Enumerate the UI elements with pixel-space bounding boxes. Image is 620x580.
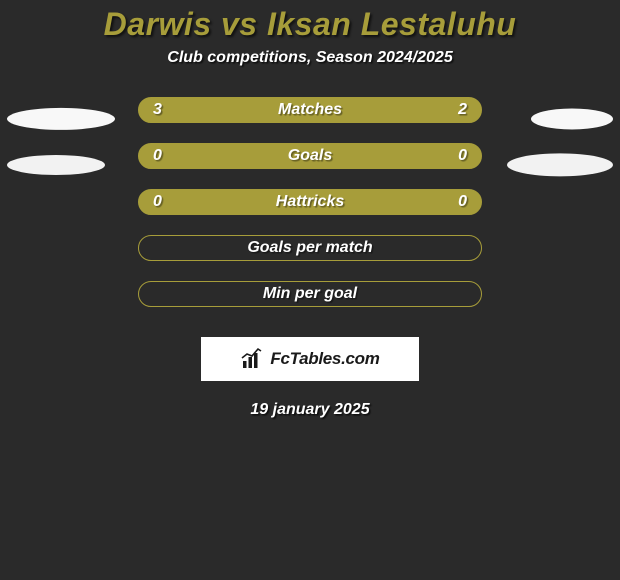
stat-row: Hattricks 0 0 — [0, 189, 620, 235]
comparison-infographic: Darwis vs Iksan Lestaluhu Club competiti… — [0, 0, 620, 580]
stat-bar: Min per goal — [138, 281, 482, 307]
stat-label: Min per goal — [263, 285, 357, 303]
stat-bar: Matches 3 2 — [138, 97, 482, 123]
subtitle: Club competitions, Season 2024/2025 — [0, 49, 620, 67]
stat-bar: Goals per match — [138, 235, 482, 261]
stat-value-right: 0 — [458, 193, 467, 211]
stat-label: Goals — [288, 147, 332, 165]
page-title: Darwis vs Iksan Lestaluhu — [0, 6, 620, 43]
brand-text: FcTables.com — [270, 349, 379, 369]
deco-ellipse-right — [507, 153, 613, 176]
deco-ellipse-left — [7, 108, 115, 130]
stat-value-right: 2 — [458, 101, 467, 119]
brand-logo-box: FcTables.com — [201, 337, 419, 381]
stat-row: Matches 3 2 — [0, 97, 620, 143]
stat-bar: Goals 0 0 — [138, 143, 482, 169]
stat-label: Goals per match — [247, 239, 372, 257]
stat-label: Matches — [278, 101, 342, 119]
stat-value-left: 0 — [153, 193, 162, 211]
deco-ellipse-right — [531, 108, 613, 129]
stat-value-left: 0 — [153, 147, 162, 165]
stat-value-left: 3 — [153, 101, 162, 119]
deco-ellipse-left — [7, 155, 105, 175]
date-text: 19 january 2025 — [0, 401, 620, 419]
stat-bar: Hattricks 0 0 — [138, 189, 482, 215]
stat-row: Goals per match — [0, 235, 620, 281]
stat-value-right: 0 — [458, 147, 467, 165]
stat-row: Min per goal — [0, 281, 620, 327]
stat-label: Hattricks — [276, 193, 344, 211]
chart-icon — [240, 347, 264, 371]
stat-rows: Matches 3 2 Goals 0 0 Hattricks 0 0 Goals per mat… — [0, 97, 620, 327]
stat-row: Goals 0 0 — [0, 143, 620, 189]
